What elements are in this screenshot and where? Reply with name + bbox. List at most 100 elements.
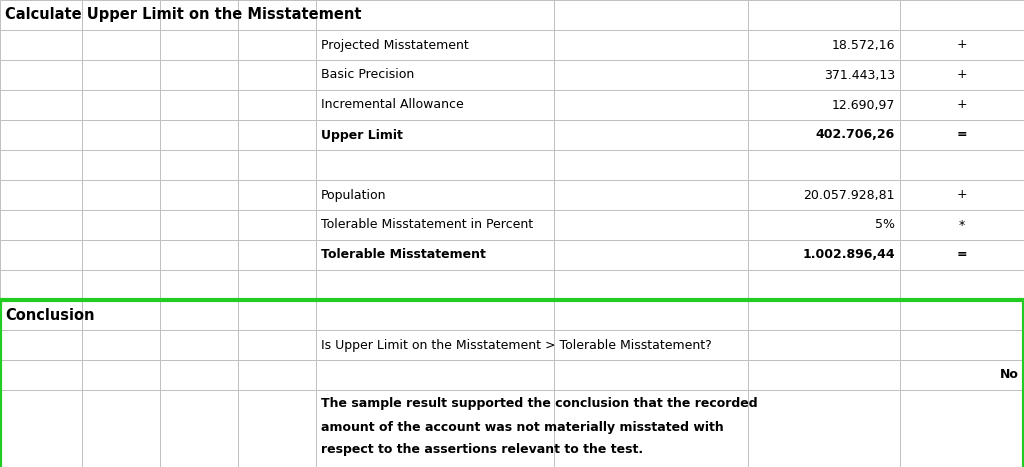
Bar: [238, 390, 316, 467]
Bar: [554, 0, 748, 30]
Bar: [238, 30, 316, 60]
Bar: [748, 360, 900, 390]
Bar: [0, 150, 82, 180]
Bar: [316, 60, 554, 90]
Bar: [316, 150, 554, 180]
Bar: [900, 180, 1024, 210]
Bar: [160, 300, 238, 330]
Bar: [160, 270, 238, 300]
Bar: [554, 210, 748, 240]
Text: =: =: [956, 248, 968, 262]
Bar: [82, 210, 160, 240]
Bar: [554, 300, 748, 330]
Bar: [160, 330, 238, 360]
Bar: [900, 210, 1024, 240]
Bar: [554, 360, 748, 390]
Bar: [316, 90, 554, 120]
Bar: [0, 390, 82, 467]
Text: No: No: [1000, 368, 1019, 382]
Bar: [238, 60, 316, 90]
Bar: [748, 270, 900, 300]
Text: Basic Precision: Basic Precision: [321, 69, 415, 82]
Text: +: +: [956, 69, 968, 82]
Text: Upper Limit: Upper Limit: [321, 128, 402, 142]
Text: Tolerable Misstatement in Percent: Tolerable Misstatement in Percent: [321, 219, 534, 232]
Bar: [748, 210, 900, 240]
Bar: [0, 90, 82, 120]
Text: Incremental Allowance: Incremental Allowance: [321, 99, 464, 112]
Bar: [316, 240, 554, 270]
Text: Population: Population: [321, 189, 386, 201]
Bar: [316, 360, 554, 390]
Bar: [900, 150, 1024, 180]
Bar: [160, 120, 238, 150]
Bar: [0, 360, 82, 390]
Bar: [160, 240, 238, 270]
Text: 371.443,13: 371.443,13: [824, 69, 895, 82]
Bar: [238, 90, 316, 120]
Text: Calculate Upper Limit on the Misstatement: Calculate Upper Limit on the Misstatemen…: [5, 7, 361, 22]
Bar: [238, 0, 316, 30]
Bar: [0, 300, 82, 330]
Text: *: *: [958, 219, 966, 232]
Bar: [748, 0, 900, 30]
Bar: [82, 90, 160, 120]
Bar: [160, 0, 238, 30]
Bar: [238, 150, 316, 180]
Bar: [554, 390, 748, 467]
Text: 20.057.928,81: 20.057.928,81: [804, 189, 895, 201]
Bar: [82, 60, 160, 90]
Bar: [82, 360, 160, 390]
Text: =: =: [956, 128, 968, 142]
Bar: [160, 90, 238, 120]
Text: Conclusion: Conclusion: [5, 307, 94, 323]
Bar: [82, 330, 160, 360]
Bar: [238, 330, 316, 360]
Bar: [554, 330, 748, 360]
Bar: [238, 210, 316, 240]
Bar: [900, 0, 1024, 30]
Bar: [900, 60, 1024, 90]
Bar: [316, 300, 554, 330]
Bar: [160, 150, 238, 180]
Bar: [748, 60, 900, 90]
Text: 5%: 5%: [874, 219, 895, 232]
Bar: [316, 180, 554, 210]
Bar: [554, 90, 748, 120]
Bar: [554, 60, 748, 90]
Bar: [0, 30, 82, 60]
Text: +: +: [956, 99, 968, 112]
Bar: [0, 210, 82, 240]
Text: 18.572,16: 18.572,16: [831, 38, 895, 51]
Bar: [238, 180, 316, 210]
Bar: [554, 30, 748, 60]
Bar: [160, 210, 238, 240]
Bar: [900, 360, 1024, 390]
Bar: [238, 270, 316, 300]
Bar: [748, 150, 900, 180]
Bar: [316, 270, 554, 300]
Bar: [0, 180, 82, 210]
Bar: [554, 120, 748, 150]
Bar: [554, 270, 748, 300]
Text: The sample result supported the conclusion that the recorded
amount of the accou: The sample result supported the conclusi…: [321, 397, 758, 457]
Bar: [0, 60, 82, 90]
Bar: [82, 0, 160, 30]
Bar: [82, 150, 160, 180]
Bar: [316, 30, 554, 60]
Bar: [82, 270, 160, 300]
Text: Projected Misstatement: Projected Misstatement: [321, 38, 469, 51]
Bar: [238, 300, 316, 330]
Text: 12.690,97: 12.690,97: [831, 99, 895, 112]
Bar: [0, 300, 1024, 467]
Bar: [554, 150, 748, 180]
Bar: [238, 240, 316, 270]
Bar: [554, 180, 748, 210]
Bar: [900, 90, 1024, 120]
Bar: [0, 240, 82, 270]
Bar: [316, 210, 554, 240]
Bar: [82, 300, 160, 330]
Bar: [316, 390, 554, 467]
Bar: [160, 180, 238, 210]
Bar: [82, 240, 160, 270]
